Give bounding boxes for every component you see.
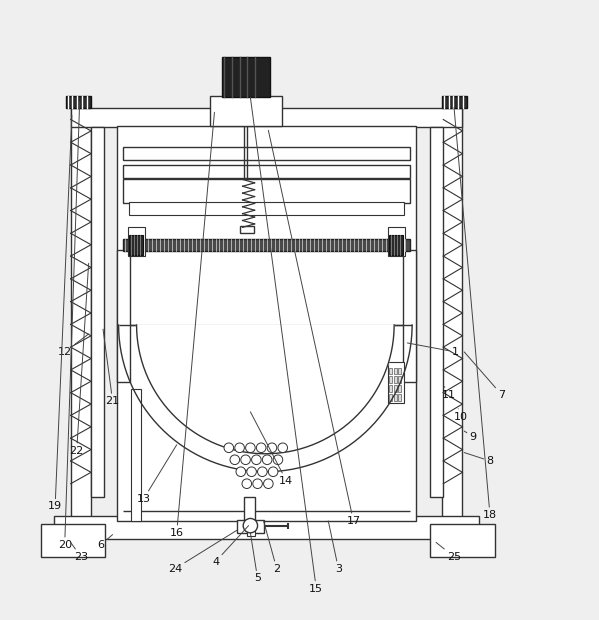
Bar (71, 107, 462, 127)
Text: 15: 15 (250, 97, 323, 593)
Circle shape (267, 443, 277, 453)
Text: 1: 1 (407, 343, 459, 357)
Circle shape (264, 479, 273, 489)
Bar (66, 95, 91, 107)
Bar (388, 362, 404, 403)
Bar (442, 107, 462, 533)
Bar (394, 376, 397, 383)
Bar (54, 516, 479, 539)
Text: 11: 11 (442, 387, 456, 400)
Bar (394, 394, 397, 401)
Circle shape (278, 443, 288, 453)
Bar (389, 234, 403, 255)
Text: 23: 23 (71, 542, 88, 562)
Circle shape (242, 479, 252, 489)
Circle shape (253, 479, 262, 489)
Text: 13: 13 (137, 445, 177, 503)
Circle shape (230, 455, 240, 464)
Polygon shape (137, 325, 394, 454)
Bar (398, 386, 401, 392)
Bar (123, 239, 410, 251)
Circle shape (247, 467, 256, 477)
Bar (131, 389, 141, 521)
Text: 9: 9 (464, 431, 477, 442)
Circle shape (258, 467, 267, 477)
Text: 22: 22 (69, 264, 89, 456)
Bar (91, 127, 104, 497)
Bar (128, 228, 145, 256)
Bar (394, 386, 397, 392)
Bar (403, 250, 416, 382)
Circle shape (241, 455, 250, 464)
Bar (129, 234, 143, 255)
Bar (389, 394, 392, 401)
Circle shape (235, 443, 244, 453)
Bar (240, 226, 254, 233)
Bar (222, 56, 270, 97)
Circle shape (236, 467, 246, 477)
Bar (117, 125, 416, 521)
Bar (442, 95, 467, 107)
Bar (398, 376, 401, 383)
Bar (398, 368, 401, 374)
Text: 12: 12 (58, 334, 89, 357)
Bar (430, 127, 443, 497)
Bar (389, 376, 392, 383)
Bar (237, 520, 264, 533)
Bar (388, 228, 405, 256)
Text: 6: 6 (97, 534, 113, 550)
Text: 2: 2 (264, 521, 280, 574)
Bar (389, 386, 392, 392)
Text: 16: 16 (170, 112, 214, 538)
Bar (117, 250, 130, 382)
Text: 20: 20 (58, 102, 80, 550)
Circle shape (256, 443, 266, 453)
Bar (210, 95, 282, 125)
Text: 3: 3 (328, 521, 342, 574)
Circle shape (246, 443, 255, 453)
Bar (398, 394, 401, 401)
Bar (71, 107, 91, 533)
Bar (123, 147, 410, 160)
Circle shape (243, 518, 258, 533)
Text: 17: 17 (268, 130, 361, 526)
Bar (123, 179, 410, 203)
Text: 19: 19 (48, 115, 72, 512)
Text: 21: 21 (103, 329, 120, 406)
Bar (41, 524, 105, 557)
Circle shape (262, 455, 272, 464)
Text: 24: 24 (168, 531, 237, 574)
Text: 14: 14 (250, 412, 294, 485)
Bar (430, 524, 495, 557)
Circle shape (273, 455, 283, 464)
Text: 25: 25 (436, 542, 461, 562)
Bar (244, 497, 255, 521)
Bar (129, 202, 404, 215)
Text: 10: 10 (454, 409, 468, 422)
Bar (123, 165, 410, 178)
Text: 18: 18 (454, 107, 497, 520)
Circle shape (224, 443, 234, 453)
Text: 8: 8 (464, 453, 494, 466)
Bar (389, 368, 392, 374)
Bar (394, 368, 397, 374)
Text: 7: 7 (464, 352, 506, 400)
Circle shape (268, 467, 278, 477)
Bar (247, 531, 255, 536)
Circle shape (252, 455, 261, 464)
Text: 5: 5 (250, 533, 261, 583)
Text: 4: 4 (212, 526, 249, 567)
